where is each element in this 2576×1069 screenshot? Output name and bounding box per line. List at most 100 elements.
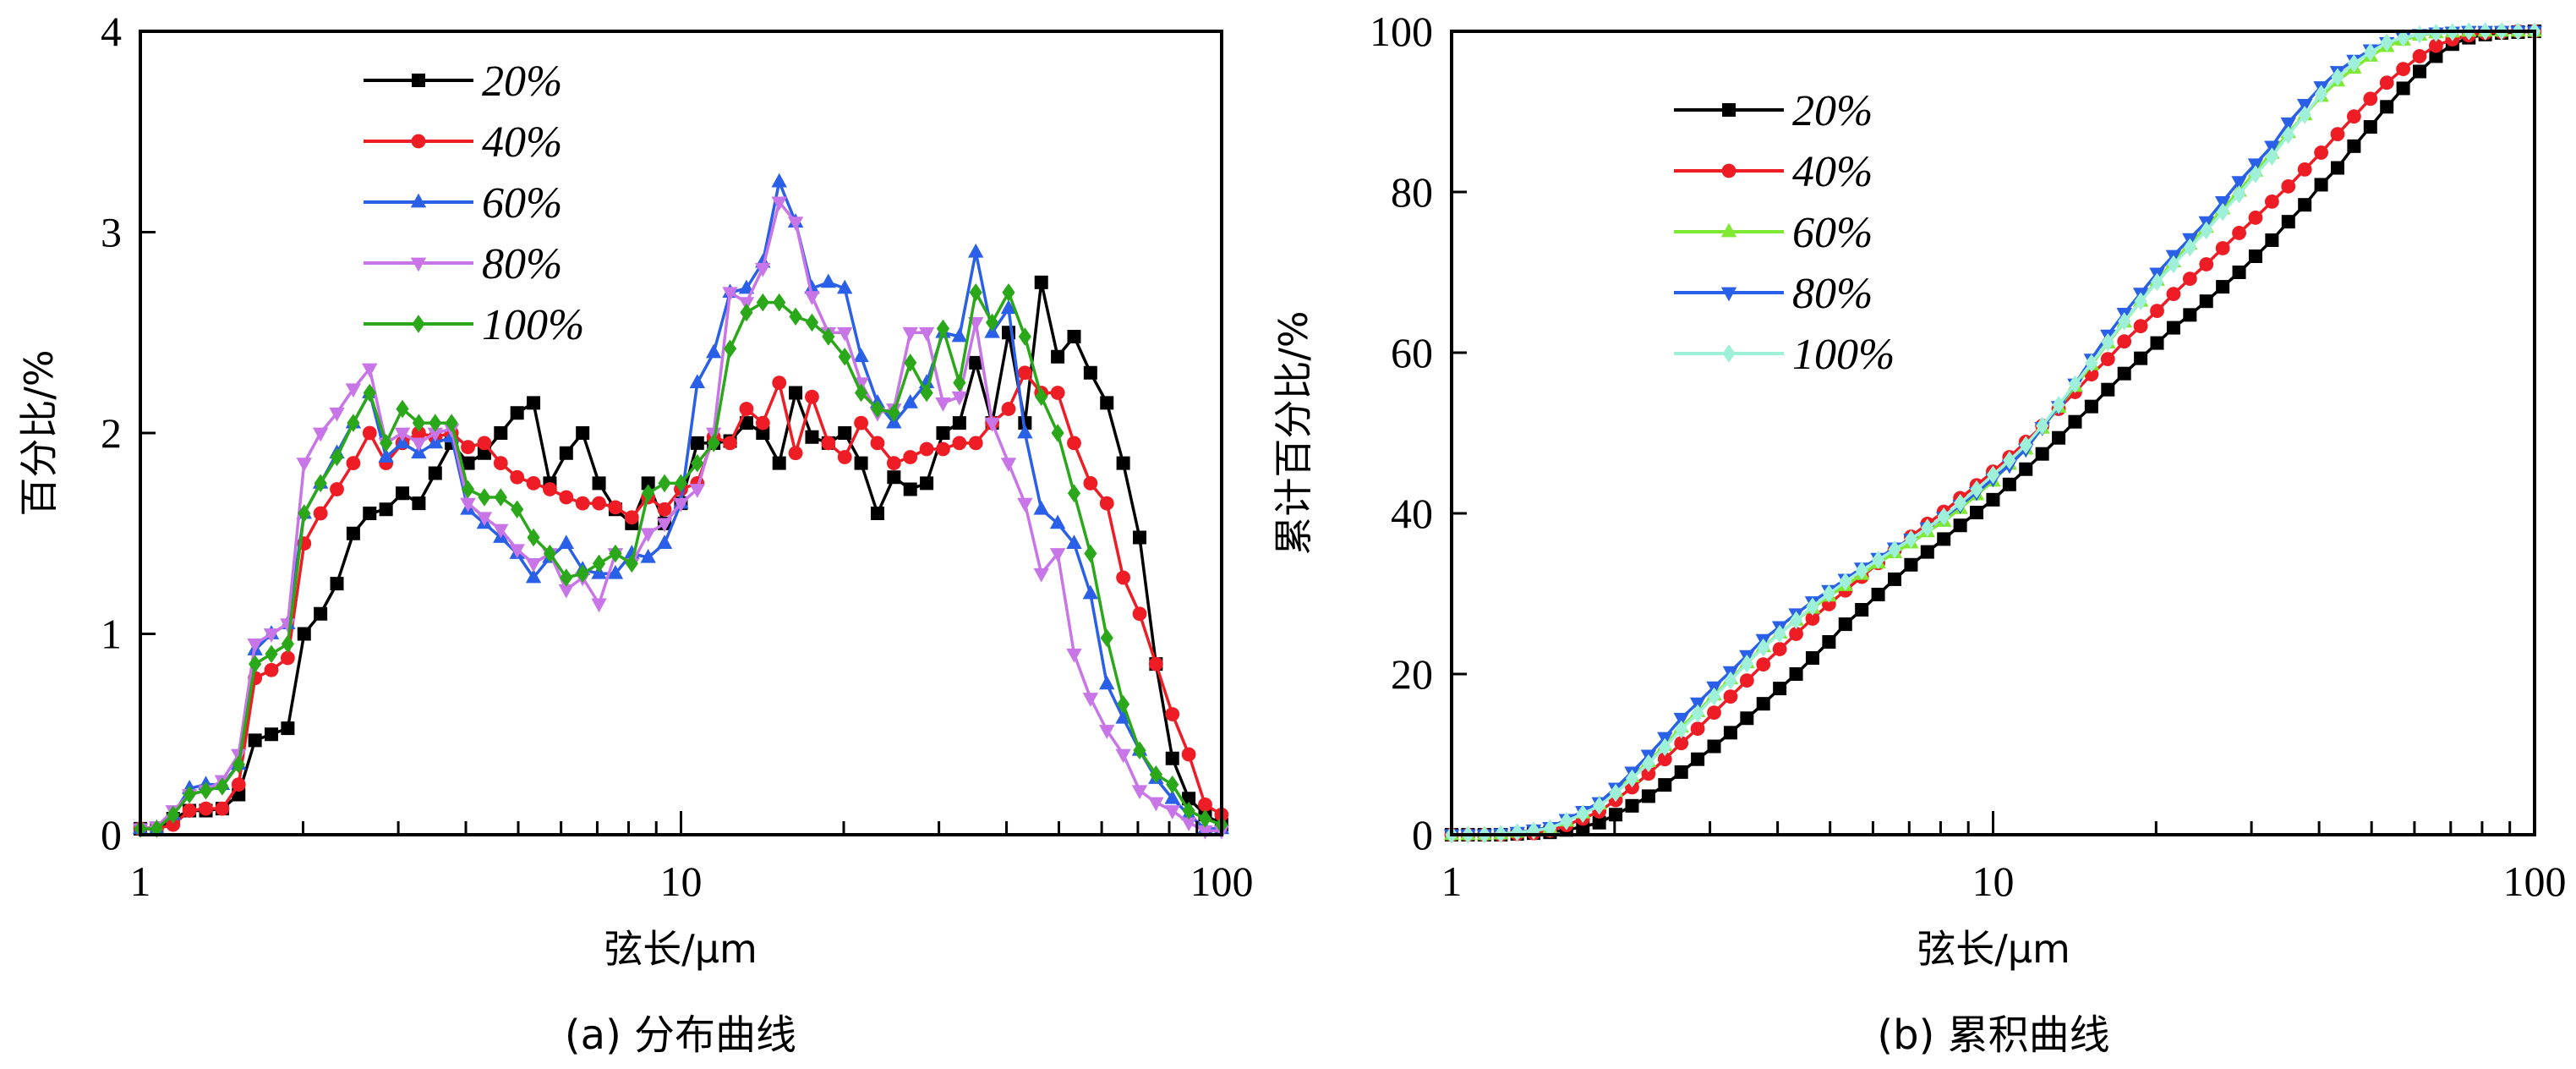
data-point — [952, 416, 966, 430]
data-point — [329, 407, 345, 422]
panel-b-legend: 20% 40% 60% 80% 100% — [1674, 87, 1895, 379]
series-60pct — [1443, 22, 2543, 841]
data-point — [609, 544, 622, 563]
data-point — [854, 456, 868, 470]
legend-label: 20% — [1792, 87, 1873, 135]
data-point — [1035, 387, 1048, 407]
data-point — [2363, 120, 2377, 134]
data-point — [2200, 221, 2213, 240]
data-point — [1050, 386, 1065, 400]
data-point — [2134, 292, 2147, 310]
data-point — [314, 606, 328, 621]
series-line — [1452, 30, 2535, 836]
data-point — [1017, 424, 1033, 439]
panel-b-x-axis-title: 弦长/μm — [1917, 926, 2070, 972]
data-point — [607, 564, 624, 579]
data-point — [2429, 49, 2443, 63]
data-point — [330, 577, 344, 591]
y-tick-label: 0 — [101, 811, 122, 858]
data-point — [887, 470, 901, 485]
panel-a-legend: 20% 40% 60% 80% 100% — [364, 58, 584, 349]
data-point — [1740, 654, 1753, 673]
data-point — [477, 436, 492, 451]
panel-b-plot-frame — [1450, 30, 2536, 836]
data-point — [918, 326, 935, 342]
x-tick-label: 100 — [1190, 858, 1254, 905]
data-point — [1887, 572, 1901, 586]
data-point — [527, 528, 540, 547]
data-point — [641, 476, 655, 491]
data-point — [215, 801, 230, 816]
data-point — [738, 279, 755, 294]
data-point — [805, 430, 819, 444]
data-point — [838, 347, 851, 366]
data-point — [576, 426, 590, 440]
data-point — [1871, 551, 1885, 569]
data-point — [642, 484, 655, 503]
data-point — [265, 727, 279, 742]
data-point — [2117, 334, 2132, 349]
data-point — [1593, 797, 1606, 815]
data-point — [2150, 336, 2164, 350]
data-point — [756, 426, 770, 440]
legend-item: 60% — [1674, 209, 1873, 257]
legend-label: 100% — [1792, 331, 1895, 379]
data-point — [1018, 327, 1031, 346]
data-point — [1000, 299, 1017, 315]
data-point — [608, 500, 623, 515]
legend-marker — [412, 315, 425, 333]
data-point — [2167, 255, 2180, 274]
data-point — [2035, 447, 2049, 461]
data-point — [1805, 611, 1820, 626]
data-point — [1066, 534, 1082, 550]
data-point — [2166, 287, 2181, 302]
data-point — [461, 480, 475, 499]
data-point — [347, 414, 360, 432]
data-point — [362, 363, 378, 378]
data-point — [822, 327, 835, 346]
data-point — [1148, 656, 1163, 672]
data-point — [854, 383, 868, 403]
legend-item: 40% — [364, 118, 562, 167]
data-point — [1839, 572, 1852, 591]
data-point — [1198, 809, 1212, 828]
data-point — [1182, 792, 1196, 806]
data-point — [248, 733, 262, 748]
data-point — [313, 506, 328, 521]
data-point — [150, 820, 163, 838]
data-point — [2249, 165, 2262, 184]
data-point — [509, 544, 525, 559]
data-point — [575, 496, 590, 511]
data-point — [691, 453, 704, 473]
legend-label: 60% — [482, 179, 562, 228]
data-point — [559, 446, 573, 460]
data-point — [1970, 480, 1983, 499]
data-point — [2346, 109, 2361, 124]
legend-label: 40% — [1792, 148, 1873, 196]
data-point — [363, 383, 376, 403]
series-100pct — [1445, 22, 2541, 844]
data-point — [755, 415, 770, 430]
data-point — [2134, 351, 2148, 365]
data-point — [689, 374, 706, 389]
data-point — [1920, 545, 1934, 559]
data-point — [312, 427, 329, 442]
data-point — [707, 434, 720, 452]
data-point — [870, 507, 884, 520]
data-point — [1180, 817, 1197, 832]
data-point — [330, 447, 344, 467]
data-point — [249, 655, 262, 673]
legend-marker — [1722, 344, 1736, 363]
data-point — [183, 785, 196, 804]
data-point — [968, 243, 984, 258]
data-point — [723, 339, 737, 359]
data-point — [1773, 682, 1787, 696]
data-point — [2380, 100, 2394, 114]
data-point — [477, 446, 491, 460]
x-tick-label: 1 — [1441, 858, 1463, 905]
data-point — [953, 373, 966, 392]
data-point — [1789, 627, 1803, 641]
data-point — [1675, 720, 1688, 739]
data-point — [314, 474, 327, 493]
data-point — [951, 391, 968, 406]
